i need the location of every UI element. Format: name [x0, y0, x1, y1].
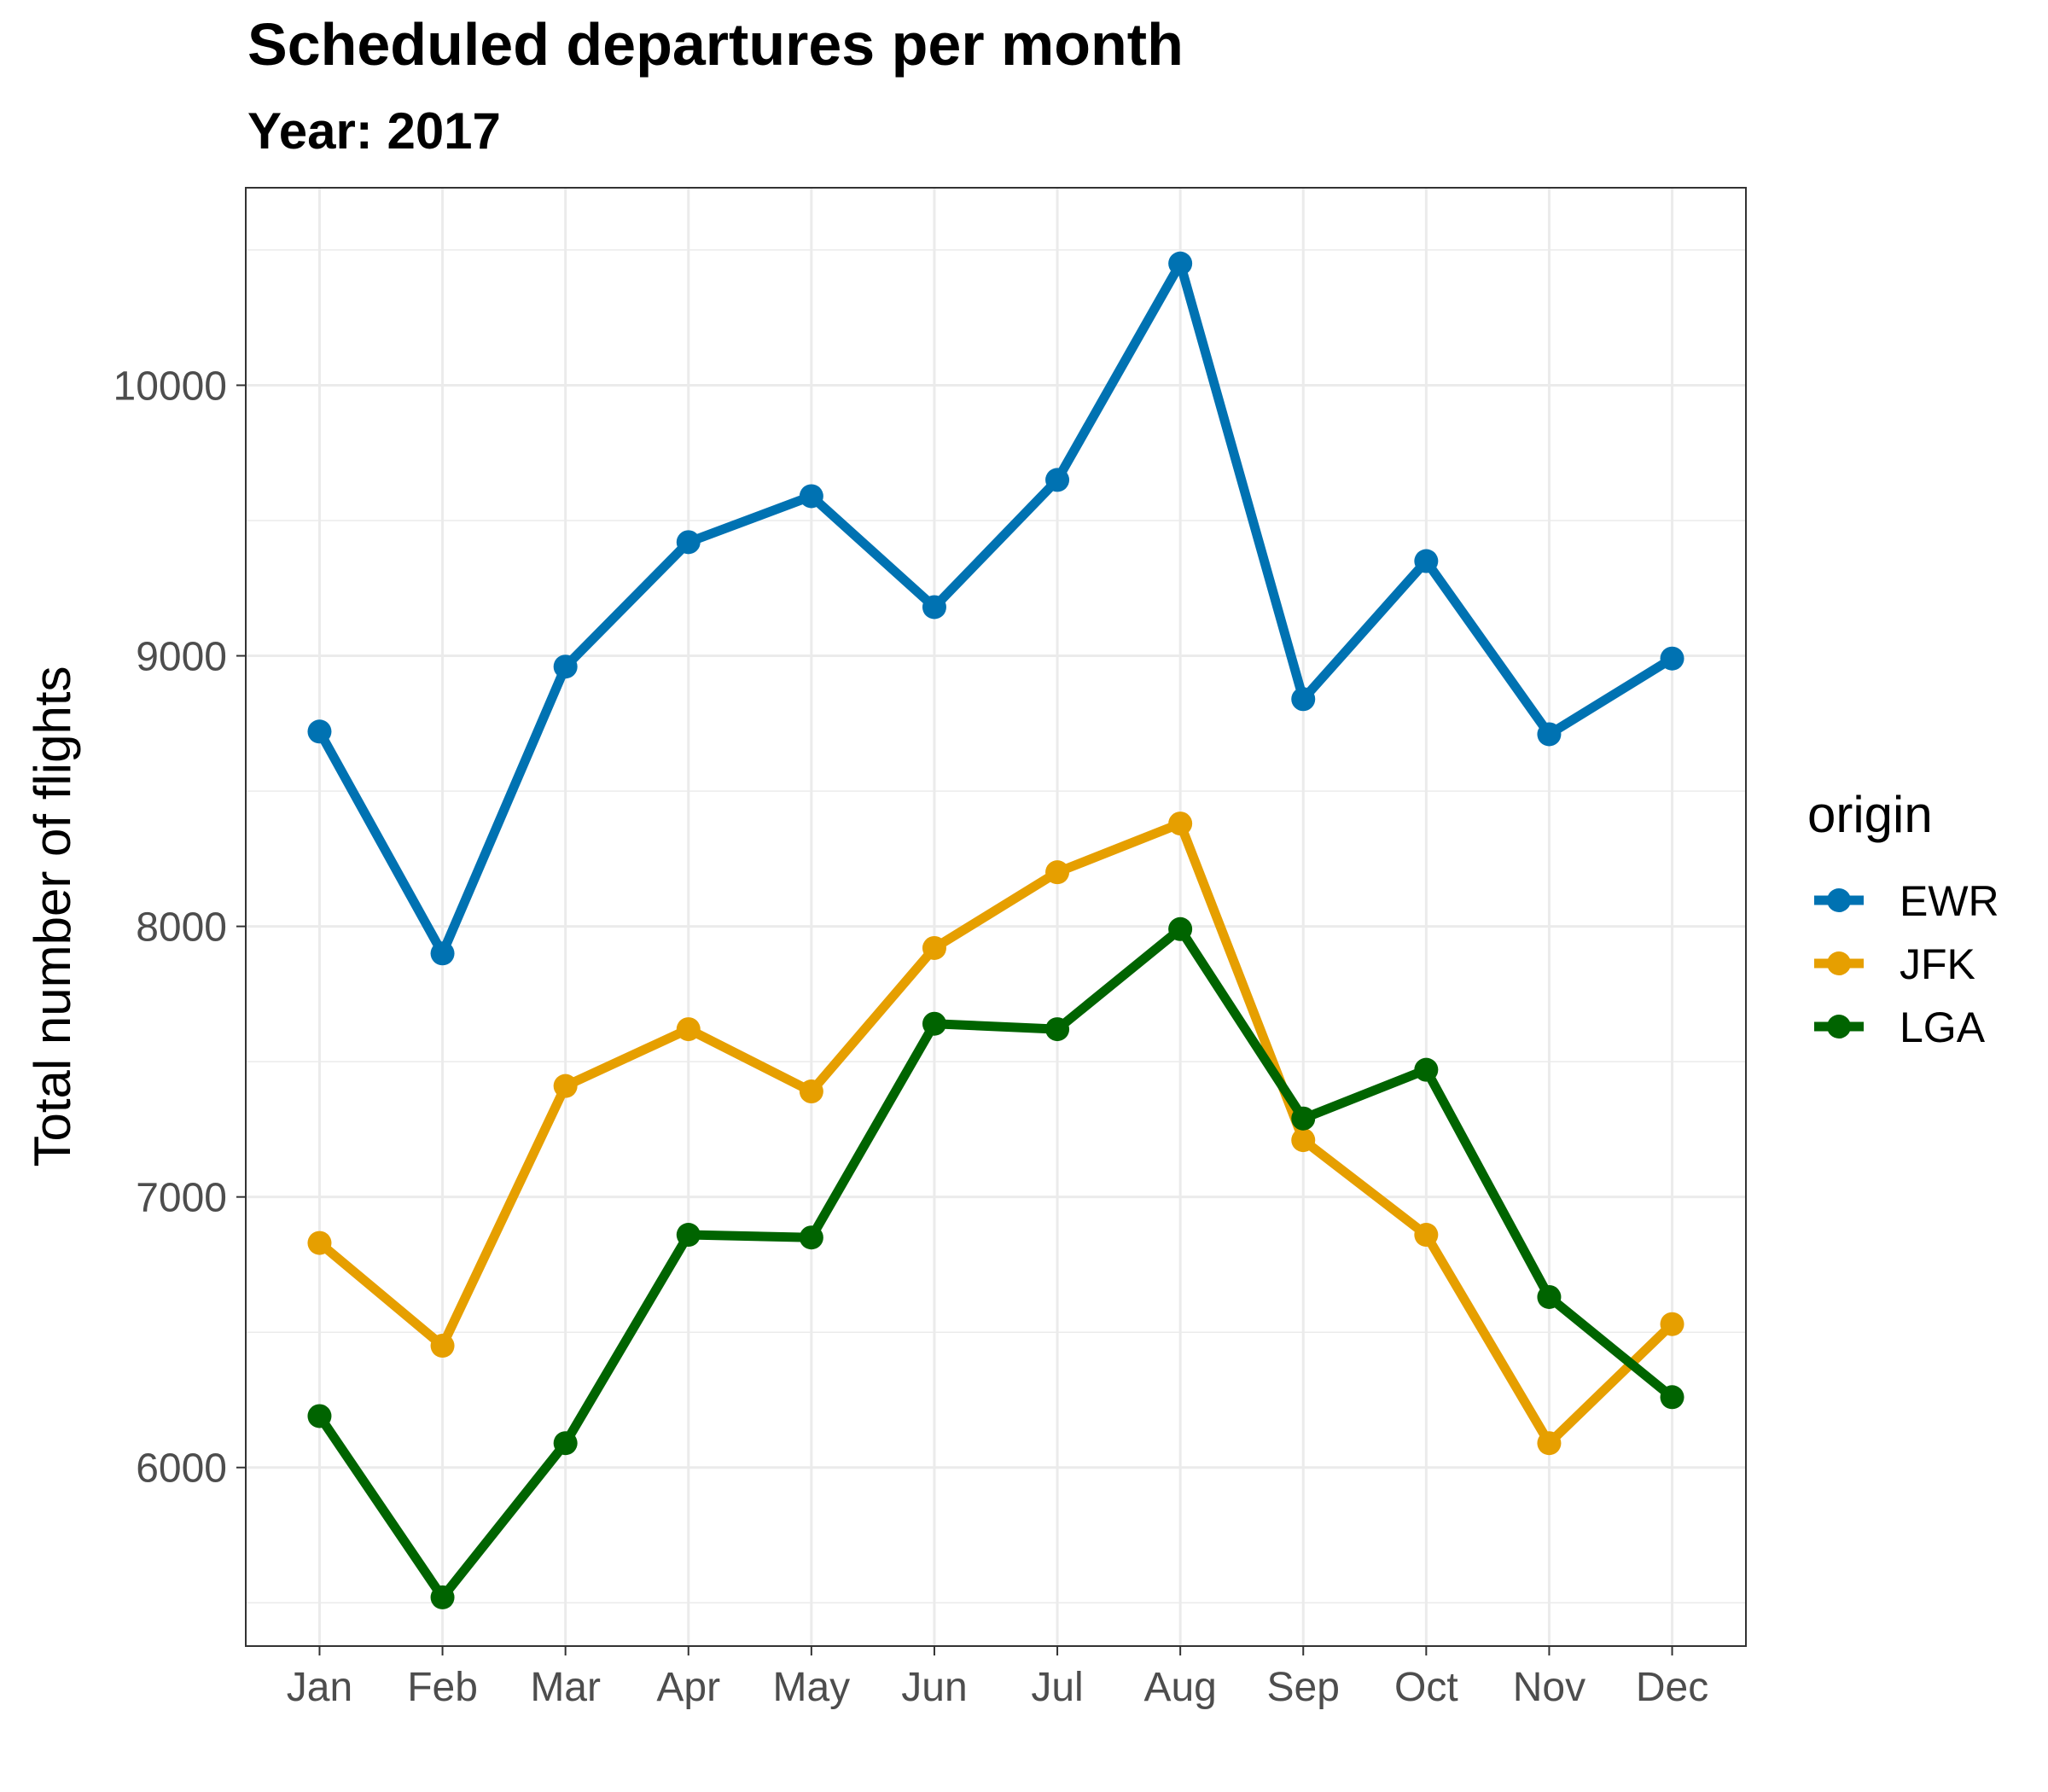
x-tick-label: Feb: [407, 1665, 478, 1710]
data-point: [430, 1334, 455, 1359]
data-point: [307, 1404, 332, 1428]
legend-label: EWR: [1900, 877, 1999, 925]
series-layer: [307, 251, 1684, 1609]
data-point: [430, 941, 455, 966]
legend-key-point: [1827, 951, 1851, 975]
legend-title: origin: [1807, 786, 1933, 843]
x-tick-label: Jan: [287, 1665, 352, 1710]
series-ewr: [307, 251, 1684, 966]
data-point: [430, 1585, 455, 1609]
data-point: [1660, 1385, 1684, 1410]
data-point: [676, 1017, 701, 1042]
legend: origin EWR JFK LGA: [1807, 786, 1999, 1051]
y-axis-title: Total number of flights: [24, 666, 81, 1167]
x-tick-label: Nov: [1513, 1665, 1585, 1710]
y-tick-label: 7000: [136, 1176, 227, 1221]
chart-title: Scheduled departures per month: [247, 11, 1184, 78]
series-line: [316, 818, 1676, 1448]
y-tick-label: 9000: [136, 635, 227, 680]
data-point: [1414, 549, 1439, 573]
x-tick-label: Jul: [1031, 1665, 1083, 1710]
data-point: [1045, 1017, 1070, 1042]
data-point: [553, 655, 578, 679]
legend-item-ewr: EWR: [1814, 877, 1999, 925]
data-point: [1660, 1312, 1684, 1336]
series-lga: [307, 916, 1684, 1609]
legend-key-point: [1827, 888, 1851, 912]
data-point: [1414, 1223, 1439, 1248]
y-tick-label: 10000: [113, 364, 227, 409]
legend-item-lga: LGA: [1814, 1004, 1986, 1051]
data-point: [553, 1073, 578, 1098]
data-point: [799, 1225, 823, 1250]
data-point: [799, 484, 823, 509]
data-point: [1291, 1128, 1316, 1153]
x-tick-label: Aug: [1143, 1665, 1216, 1710]
data-point: [1660, 646, 1684, 671]
series-line: [315, 924, 1676, 1603]
data-point: [676, 1223, 701, 1248]
chart-subtitle: Year: 2017: [247, 102, 501, 160]
series-jfk: [307, 812, 1684, 1456]
data-point: [307, 1231, 332, 1255]
data-point: [1168, 251, 1193, 276]
x-tick-label: Dec: [1636, 1665, 1708, 1710]
x-axis: Jan Feb Mar Apr May Jun Jul Aug Sep Oct Nov Dec: [287, 1646, 1708, 1710]
data-point: [1537, 1431, 1562, 1456]
x-tick-label: May: [773, 1665, 851, 1710]
data-point: [1168, 916, 1193, 941]
data-point: [1537, 722, 1562, 747]
x-tick-label: Oct: [1394, 1665, 1458, 1710]
data-point: [922, 1011, 946, 1036]
legend-label: JFK: [1900, 940, 1975, 988]
legend-key-point: [1827, 1015, 1851, 1039]
data-point: [553, 1431, 578, 1456]
y-tick-label: 6000: [136, 1446, 227, 1492]
data-point: [1537, 1284, 1562, 1309]
data-point: [1414, 1057, 1439, 1082]
legend-item-jfk: JFK: [1814, 940, 1975, 988]
data-point: [1291, 687, 1316, 712]
y-tick-label: 8000: [136, 905, 227, 951]
x-tick-label: Jun: [901, 1665, 967, 1710]
x-tick-label: Mar: [530, 1665, 601, 1710]
plot-panel: [246, 188, 1746, 1646]
data-point: [922, 935, 946, 960]
data-point: [922, 595, 946, 620]
series-line: [315, 259, 1675, 958]
data-point: [676, 530, 701, 555]
data-point: [1291, 1106, 1316, 1131]
x-tick-label: Apr: [656, 1665, 720, 1710]
data-point: [1045, 860, 1070, 885]
data-point: [307, 719, 332, 744]
data-point: [799, 1079, 823, 1104]
y-axis: 6000 7000 8000 9000 10000: [113, 364, 246, 1492]
data-point: [1168, 812, 1193, 836]
data-point: [1045, 468, 1070, 492]
plot-border: [245, 187, 1747, 1647]
x-tick-label: Sep: [1267, 1665, 1340, 1710]
legend-label: LGA: [1900, 1004, 1986, 1051]
